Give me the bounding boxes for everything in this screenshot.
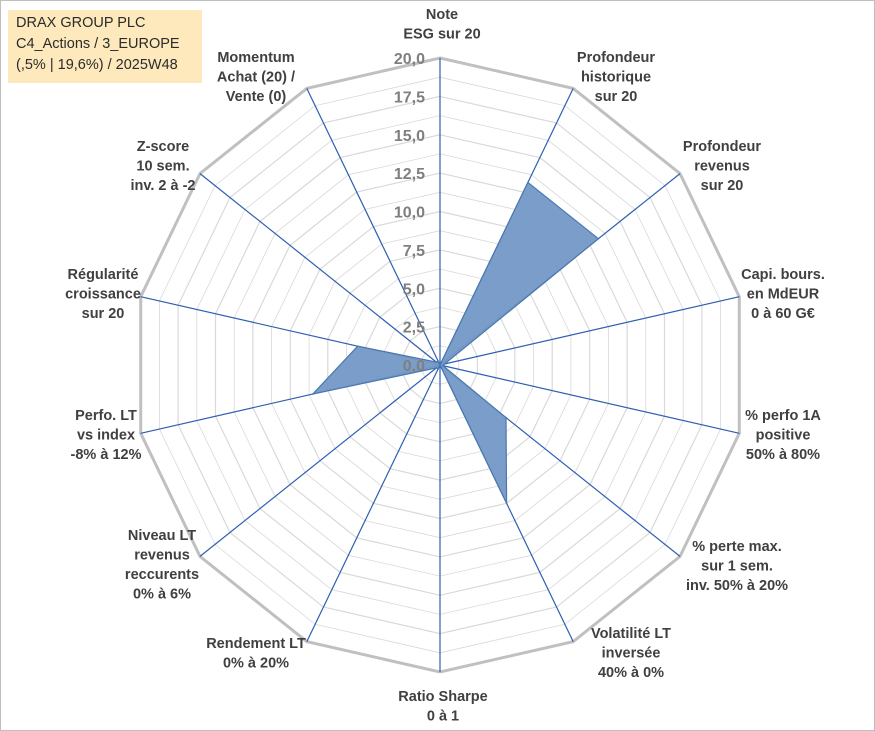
axis-label-line: inv. 50% à 20%: [686, 578, 788, 594]
axis-label-line: reccurents: [125, 567, 199, 583]
tick-label: 17,5: [394, 89, 425, 106]
axis-label-line: Profondeur: [683, 139, 761, 155]
axis-label-line: inversée: [602, 646, 661, 662]
axis-label-1: Profondeur historique sur 20: [577, 50, 655, 105]
title-category: C4_Actions / 3_EUROPE: [16, 36, 180, 52]
axis-label-line: % perte max.: [692, 539, 781, 555]
series-layer: [311, 181, 600, 505]
axis-label-line: sur 20: [701, 178, 744, 194]
axis-label-line: 50% à 80%: [746, 447, 820, 463]
axis-label-10: Perfo. LT vs index -8% à 12%: [71, 408, 142, 463]
tick-label: 0,0: [403, 358, 425, 375]
axis-label-11: Régularité croissance sur 20: [65, 267, 141, 322]
axis-label-line: Achat (20) /: [217, 70, 295, 86]
axis-label-line: Volatilité LT: [591, 626, 671, 642]
spoke-axis-9: [199, 364, 441, 557]
axis-label-line: -8% à 12%: [71, 447, 142, 463]
axis-label-3: Capi. bours. en MdEUR 0 à 60 G€: [741, 267, 825, 322]
spoke-axis-4: [439, 364, 740, 434]
axis-label-line: en MdEUR: [747, 287, 820, 303]
axis-label-line: ESG sur 20: [403, 27, 480, 43]
axis-label-line: Profondeur: [577, 50, 655, 66]
data-point-6: [505, 502, 508, 505]
axis-label-line: 10 sem.: [136, 159, 189, 175]
axis-label-line: 0% à 6%: [133, 587, 191, 603]
axis-label-line: revenus: [134, 548, 190, 564]
axis-label-line: sur 20: [82, 306, 125, 322]
axis-label-line: Z-score: [137, 139, 189, 155]
axis-label-4: % perfo 1A positive 50% à 80%: [745, 408, 821, 463]
axis-label-line: sur 20: [595, 89, 638, 105]
axis-label-7: Ratio Sharpe 0 à 1: [398, 689, 487, 725]
axis-label-line: Capi. bours.: [741, 267, 825, 283]
tick-label: 20,0: [394, 51, 425, 68]
axis-label-13: Momentum Achat (20) / Vente (0): [217, 50, 295, 105]
axis-label-line: croissance: [65, 287, 141, 303]
data-point-2: [597, 237, 600, 240]
axis-label-6: Volatilité LT inversée 40% à 0%: [591, 626, 671, 681]
axis-label-line: Perfo. LT: [75, 408, 137, 424]
axis-label-line: revenus: [694, 159, 750, 175]
axis-label-line: inv. 2 à -2: [130, 178, 195, 194]
axis-label-2: Profondeur revenus sur 20: [683, 139, 761, 194]
tick-label: 15,0: [394, 128, 425, 145]
axis-label-line: 0 à 1: [427, 709, 459, 725]
data-point-12: [435, 361, 438, 363]
data-point-1: [527, 181, 529, 184]
axis-label-line: % perfo 1A: [745, 408, 821, 424]
axis-label-5: % perte max. sur 1 sem. inv. 50% à 20%: [686, 539, 788, 594]
data-point-5: [505, 416, 507, 419]
axis-label-line: Ratio Sharpe: [398, 689, 487, 705]
spoke-axis-8: [306, 364, 441, 642]
series-area: [311, 181, 600, 504]
title-period: (,5% | 19,6%) / 2025W48: [16, 57, 178, 73]
axis-label-line: Régularité: [68, 267, 139, 283]
tick-label: 5,0: [403, 281, 425, 298]
data-point-13: [437, 360, 439, 362]
axis-label-line: Niveau LT: [128, 528, 196, 544]
axis-label-line: 0 à 60 G€: [751, 306, 815, 322]
title-company: DRAX GROUP PLC: [16, 15, 146, 31]
axis-label-line: Vente (0): [226, 89, 287, 105]
tick-label: 10,0: [394, 205, 425, 222]
tick-label: 12,5: [394, 166, 425, 183]
axis-label-line: Note: [426, 7, 458, 23]
data-point-3: [443, 363, 446, 365]
title-box: DRAX GROUP PLC C4_Actions / 3_EUROPE (,5…: [8, 10, 202, 83]
spoke-axis-12: [199, 173, 441, 366]
data-point-11: [356, 345, 359, 348]
tick-label: 2,5: [403, 320, 425, 337]
axis-label-line: 40% à 0%: [598, 665, 664, 681]
axis-label-12: Z-score 10 sem. inv. 2 à -2: [130, 139, 195, 194]
axis-label-line: sur 1 sem.: [701, 559, 773, 575]
axis-label-line: Momentum: [217, 50, 294, 66]
tick-label: 7,5: [403, 243, 425, 260]
data-point-10: [312, 393, 314, 395]
axis-label-line: historique: [581, 70, 651, 86]
spoke-axis-3: [439, 296, 740, 366]
axis-label-line: vs index: [77, 428, 135, 444]
axis-label-0: Note ESG sur 20: [403, 7, 480, 43]
axis-label-line: positive: [756, 428, 811, 444]
data-point-7: [439, 364, 441, 366]
tick-labels: 0,0 2,5 5,0 7,5 10,0 12,5 15,0 17,5 20,0: [394, 51, 425, 375]
data-point-4: [442, 364, 444, 367]
axis-label-line: Rendement LT: [206, 636, 306, 652]
spoke-axis-13: [306, 88, 441, 366]
axis-label-9: Niveau LT revenus reccurents 0% à 6%: [125, 528, 199, 603]
data-point-9: [435, 367, 438, 369]
data-point-8: [437, 368, 439, 370]
axis-labels: Note ESG sur 20 Profondeur historique sur 20…: [65, 7, 825, 725]
axis-label-8: Rendement LT 0% à 20%: [206, 636, 306, 672]
axis-label-line: 0% à 20%: [223, 656, 289, 672]
